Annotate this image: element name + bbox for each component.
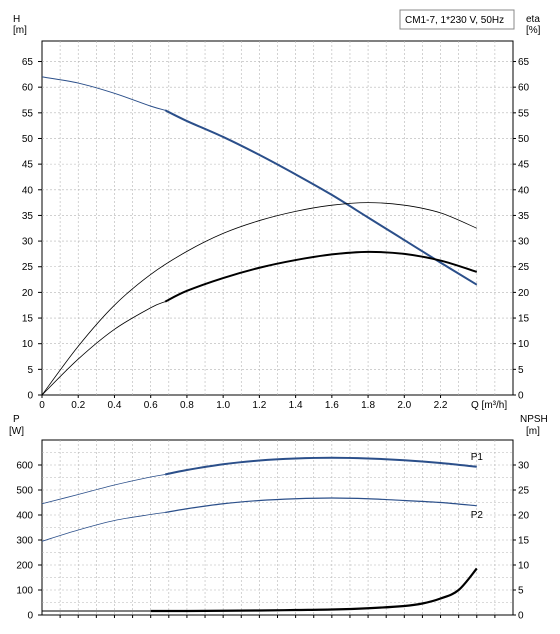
bottom-right-tick-label: 0 — [518, 611, 524, 622]
chart-title: CM1-7, 1*230 V, 50Hz — [405, 15, 504, 26]
top-right-tick-label: 50 — [518, 134, 530, 145]
top-left-tick-label: 20 — [22, 288, 34, 299]
top-right-tick-label: 20 — [518, 288, 530, 299]
bottom-left-axis-label: P — [13, 414, 20, 425]
top-left-tick-label: 5 — [27, 365, 33, 376]
efficiency-curve-total-extended — [41, 301, 166, 396]
top-left-tick-label: 60 — [22, 83, 34, 94]
p2-series-label: P2 — [471, 510, 484, 521]
bottom-right-tick-label: 5 — [518, 586, 524, 597]
bottom-left-tick-label: 400 — [16, 511, 33, 522]
bottom-right-tick-label: 30 — [518, 461, 530, 472]
top-left-tick-label: 40 — [22, 185, 34, 196]
p1-curve-extended — [41, 474, 166, 505]
bottom-left-axis-unit: [W] — [9, 426, 24, 437]
x-tick-label: 2.2 — [434, 400, 448, 411]
p2-curve — [165, 497, 477, 514]
top-right-tick-label: 5 — [518, 365, 524, 376]
top-right-tick-label: 65 — [518, 57, 530, 68]
efficiency-curve-total — [164, 250, 478, 303]
top-left-tick-label: 50 — [22, 134, 34, 145]
x-tick-label: 2.0 — [397, 400, 411, 411]
bottom-right-tick-label: 10 — [518, 561, 530, 572]
x-tick-label: 1.4 — [289, 400, 303, 411]
top-left-tick-label: 25 — [22, 262, 34, 273]
x-tick-label: 0.8 — [180, 400, 194, 411]
head-curve-extended — [41, 76, 166, 111]
x-tick-label: 1.8 — [361, 400, 375, 411]
bottom-left-tick-label: 600 — [16, 461, 33, 472]
p2-curve-extended — [41, 512, 166, 542]
top-left-tick-label: 55 — [22, 108, 34, 119]
x-tick-label: 0.6 — [144, 400, 158, 411]
x-tick-label: 0 — [39, 400, 45, 411]
top-right-tick-label: 55 — [518, 108, 530, 119]
x-tick-label: 1.0 — [216, 400, 230, 411]
top-right-tick-label: 25 — [518, 262, 530, 273]
x-tick-label: 1.2 — [252, 400, 266, 411]
top-left-axis-label: H — [13, 14, 20, 25]
npsh-curve — [150, 567, 478, 613]
bottom-left-tick-label: 100 — [16, 586, 33, 597]
bottom-right-axis-label: NPSH — [520, 414, 548, 425]
top-left-tick-label: 15 — [22, 314, 34, 325]
top-right-axis-unit: [%] — [526, 25, 541, 36]
top-right-tick-label: 30 — [518, 237, 530, 248]
top-right-tick-label: 40 — [518, 185, 530, 196]
x-tick-label: 0.2 — [71, 400, 85, 411]
top-left-tick-label: 45 — [22, 160, 34, 171]
x-axis-label: Q [m³/h] — [471, 400, 507, 411]
top-right-tick-label: 35 — [518, 211, 530, 222]
bottom-left-tick-label: 0 — [27, 611, 33, 622]
bottom-left-tick-label: 500 — [16, 486, 33, 497]
x-tick-label: 0.4 — [108, 400, 122, 411]
bottom-left-tick-label: 300 — [16, 536, 33, 547]
p1-curve — [164, 456, 477, 476]
p1-series-label: P1 — [471, 452, 484, 463]
bottom-left-tick-label: 200 — [16, 561, 33, 572]
efficiency-curve-pump — [41, 202, 477, 396]
bottom-right-tick-label: 20 — [518, 511, 530, 522]
top-left-tick-label: 10 — [22, 339, 34, 350]
bottom-right-tick-label: 25 — [518, 486, 530, 497]
bottom-right-tick-label: 15 — [518, 536, 530, 547]
top-left-tick-label: 35 — [22, 211, 34, 222]
top-left-tick-label: 0 — [27, 391, 33, 402]
bottom-right-axis-unit: [m] — [526, 426, 540, 437]
top-right-tick-label: 45 — [518, 160, 530, 171]
top-right-tick-label: 15 — [518, 314, 530, 325]
top-left-axis-unit: [m] — [13, 25, 27, 36]
top-left-tick-label: 30 — [22, 237, 34, 248]
head-curve — [164, 109, 478, 286]
top-right-tick-label: 10 — [518, 339, 530, 350]
top-left-tick-label: 65 — [22, 57, 34, 68]
top-right-axis-label: eta — [526, 14, 540, 25]
top-right-tick-label: 0 — [518, 391, 524, 402]
title-box — [399, 9, 515, 30]
top-right-tick-label: 60 — [518, 83, 530, 94]
x-tick-label: 1.6 — [325, 400, 339, 411]
